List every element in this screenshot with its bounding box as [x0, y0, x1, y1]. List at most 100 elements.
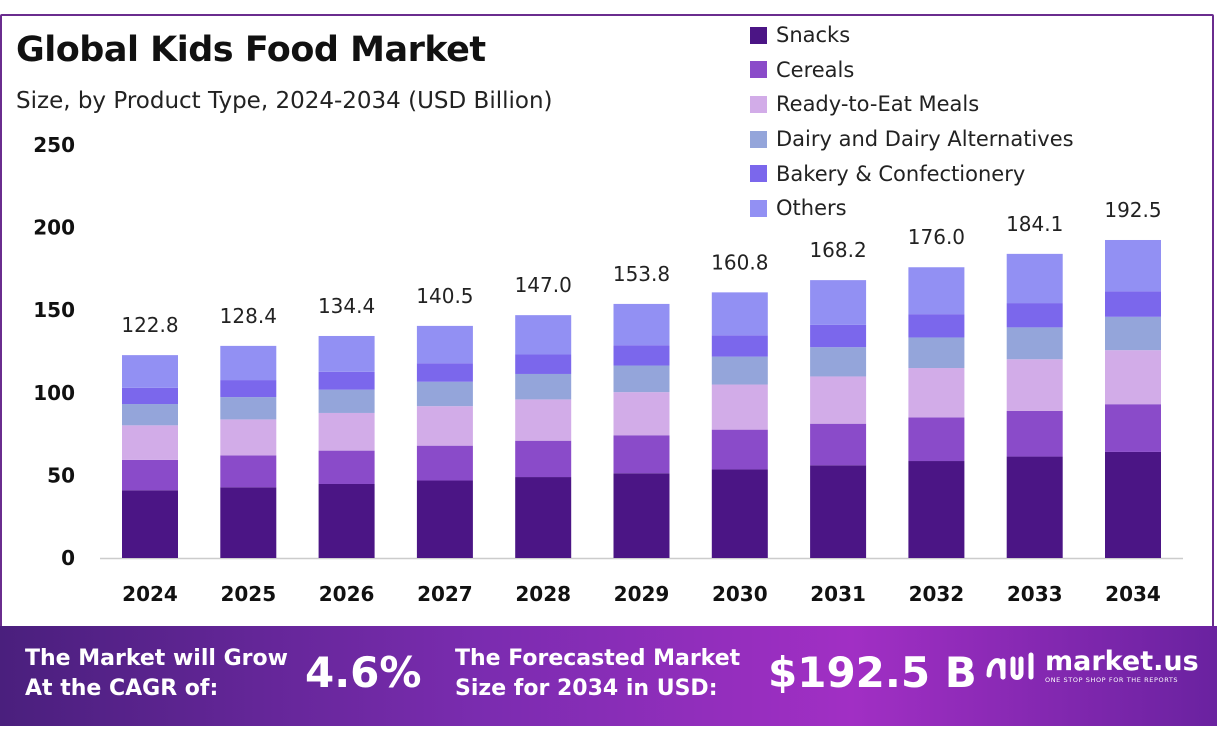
bar-segment	[1105, 291, 1161, 317]
legend-label: Others	[776, 196, 847, 221]
legend-item: Dairy and Dairy Alternatives	[750, 122, 1074, 157]
bar-segment	[416, 406, 473, 446]
legend-label: Ready-to-Eat Meals	[776, 92, 980, 117]
brand-tagline: ONE STOP SHOP FOR THE REPORTS	[1045, 676, 1179, 684]
bar-segment	[1006, 303, 1063, 328]
bar-total-label: 176.0	[908, 225, 965, 249]
bar-segment	[220, 345, 277, 381]
forecast-value: $192.5 B	[768, 648, 977, 697]
bar-segment	[908, 368, 965, 418]
legend-item: Ready-to-Eat Meals	[750, 87, 1074, 122]
chart-plot: 0 50 100 150 200 250 122.8 2024 128.4 2025 134.4 20…	[33, 133, 1183, 606]
bar-segment	[1105, 404, 1161, 452]
bar-segment	[1006, 456, 1063, 558]
legend-swatch	[750, 95, 767, 113]
bar-segment	[416, 381, 473, 407]
legend-label: Snacks	[776, 23, 851, 48]
bar-segment	[711, 335, 768, 357]
bar-segment	[220, 397, 277, 420]
bar-segment	[122, 355, 178, 388]
bar-segment	[515, 354, 572, 374]
legend-swatch	[750, 165, 767, 183]
bar-total-label: 128.4	[220, 304, 277, 328]
y-tick-label: 0	[61, 546, 75, 570]
x-tick-label: 2034	[1105, 582, 1161, 606]
bar-segment	[318, 371, 375, 390]
forecast-label-line-2: Size for 2034 in USD:	[455, 676, 718, 701]
bar-segment	[122, 459, 178, 491]
x-tick-label: 2026	[319, 582, 375, 606]
bar-segment	[1006, 359, 1063, 411]
bar-segment	[810, 280, 867, 325]
legend-swatch	[750, 61, 767, 79]
x-tick-label: 2030	[712, 582, 768, 606]
summary-banner: The Market will Grow At the CAGR of: 4.6…	[0, 626, 1217, 726]
bar-total-label: 153.8	[613, 262, 670, 286]
bar-segment	[613, 345, 670, 366]
chart-title: Global Kids Food Market	[16, 30, 486, 70]
legend-item: Snacks	[750, 18, 1074, 53]
bar-segment	[220, 487, 277, 558]
bar-segment	[122, 387, 178, 405]
y-tick-label: 150	[33, 298, 75, 322]
chart-legend: Snacks Cereals Ready-to-Eat Meals Dairy and…	[750, 18, 1074, 226]
bar-total-label: 140.5	[416, 284, 473, 308]
bar-segment	[416, 325, 473, 364]
bar-segment	[711, 429, 768, 470]
bar-segment	[515, 477, 572, 558]
market-us-logo-icon	[986, 652, 1034, 680]
bar-segment	[515, 373, 572, 400]
bar-segment	[1105, 239, 1161, 292]
bar-total-label: 184.1	[1006, 212, 1063, 236]
cagr-label-line-1: The Market will Grow	[25, 646, 288, 671]
bar-segment	[220, 455, 277, 488]
bar-segment	[515, 440, 572, 478]
bar-segment	[318, 483, 375, 558]
y-tick-label: 100	[33, 381, 75, 405]
bar-segment	[318, 389, 375, 413]
bar-segment	[613, 473, 670, 558]
bar-segment	[1006, 410, 1063, 457]
bar-segment	[122, 490, 178, 558]
bar-segment	[416, 445, 473, 481]
forecast-label-line-1: The Forecasted Market	[455, 646, 741, 671]
bar-segment	[810, 465, 867, 558]
bar-total-label: 160.8	[711, 250, 768, 274]
bar-segment	[810, 324, 867, 348]
legend-swatch	[750, 26, 767, 44]
bar-segment	[908, 267, 965, 315]
y-tick-label: 250	[33, 133, 75, 157]
y-tick-label: 200	[33, 216, 75, 240]
legend-item: Bakery & Confectionery	[750, 156, 1074, 191]
y-tick-label: 50	[47, 463, 75, 487]
bar-segment	[1006, 253, 1063, 304]
bar-segment	[711, 384, 768, 430]
legend-item: Cereals	[750, 53, 1074, 88]
bar-segment	[1105, 350, 1161, 405]
legend-label: Bakery & Confectionery	[776, 161, 1026, 186]
cagr-value: 4.6%	[305, 648, 422, 697]
legend-item: Others	[750, 191, 1074, 226]
bar-total-label: 122.8	[121, 313, 178, 337]
bar-segment	[220, 380, 277, 398]
cagr-label-line-2: At the CAGR of:	[25, 676, 219, 701]
bar-segment	[908, 461, 965, 558]
bar-segment	[810, 376, 867, 424]
x-tick-label: 2025	[220, 582, 276, 606]
brand-logo: market.us ONE STOP SHOP FOR THE REPORTS	[985, 648, 1199, 684]
x-tick-label: 2032	[909, 582, 965, 606]
legend-label: Cereals	[776, 57, 855, 82]
bar-segment	[711, 292, 768, 336]
x-tick-label: 2024	[122, 582, 178, 606]
x-tick-label: 2028	[515, 582, 571, 606]
bar-segment	[318, 450, 375, 484]
bar-segment	[1006, 327, 1063, 360]
bar-total-label: 134.4	[318, 294, 375, 318]
forecast-label: The Forecasted Market Size for 2034 in U…	[455, 644, 740, 704]
bar-segment	[711, 356, 768, 385]
x-tick-label: 2027	[417, 582, 473, 606]
bar-total-label: 147.0	[515, 273, 572, 297]
bar-segment	[908, 337, 965, 369]
bar-segment	[1105, 316, 1161, 351]
bar-segment	[613, 303, 670, 346]
